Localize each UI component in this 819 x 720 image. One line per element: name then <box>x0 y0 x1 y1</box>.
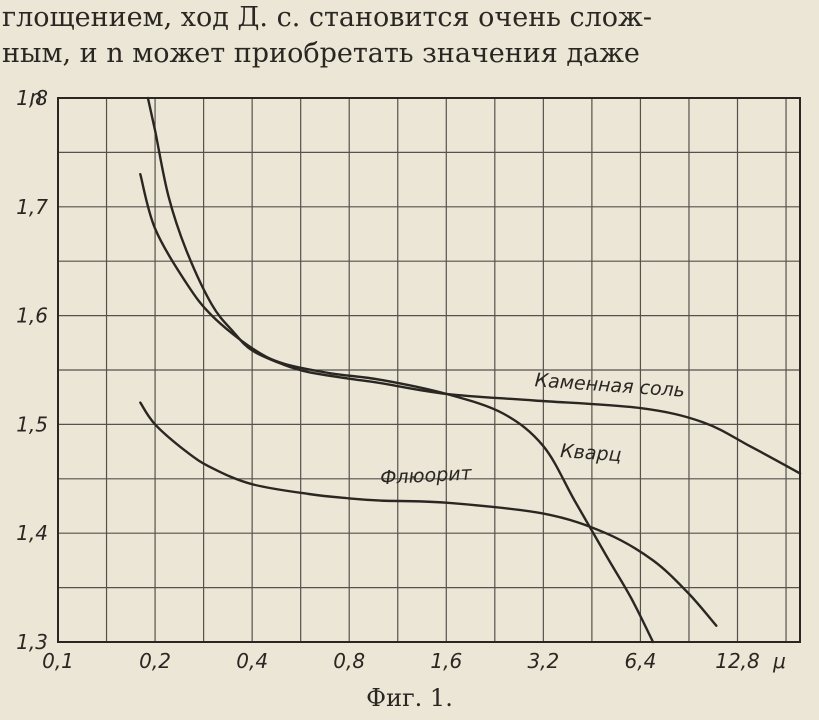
series-quartz-label: Кварц <box>560 440 623 466</box>
body-text: глощением, ход Д. с. становится очень сл… <box>0 0 819 72</box>
chart-grid <box>58 98 800 642</box>
series-fluorite-label: Флюорит <box>380 462 474 489</box>
series-quartz <box>139 173 655 644</box>
refractive-index-chart: 1,3 1,4 1,5 1,6 1,7 1,8n 0,1 0,2 0,4 0,8 1,6 3,2 6,4… <box>16 85 802 673</box>
y-tick-label: 1,3 <box>16 630 48 654</box>
series-fluorite <box>139 401 718 627</box>
x-axis-unit-label: μ <box>772 649 786 673</box>
y-axis-label: n <box>30 85 43 109</box>
x-tick-label: 0,8 <box>333 649 365 673</box>
body-text-line-2: ным, и n может приобретать значения даже <box>2 38 640 69</box>
chart-axes <box>57 97 801 643</box>
x-tick-label: 0,1 <box>42 649 74 673</box>
y-tick-label: 1,4 <box>16 521 48 545</box>
y-tick-label: 1,7 <box>16 195 48 219</box>
x-tick-label: 12,8 <box>715 649 760 673</box>
series-rock-salt-label: Каменная соль <box>534 369 686 401</box>
x-tick-label: 1,6 <box>430 649 462 673</box>
y-tick-label: 1,6 <box>16 304 48 328</box>
y-tick-label: 1,8 <box>16 86 48 110</box>
plot-frame <box>57 97 801 643</box>
x-tick-label: 6,4 <box>625 649 657 673</box>
figure-caption: Фиг. 1. <box>366 684 453 712</box>
chart-series <box>139 96 802 644</box>
x-tick-label: 0,4 <box>236 649 268 673</box>
x-tick-label: 3,2 <box>527 649 559 673</box>
series-rock-salt <box>146 96 802 475</box>
x-tick-label: 0,2 <box>139 649 171 673</box>
chart-labels: 1,3 1,4 1,5 1,6 1,7 1,8n 0,1 0,2 0,4 0,8 1,6 3,2 6,4… <box>16 85 786 673</box>
body-text-line-1: глощением, ход Д. с. становится очень сл… <box>2 2 652 33</box>
y-tick-label: 1,5 <box>16 412 48 436</box>
